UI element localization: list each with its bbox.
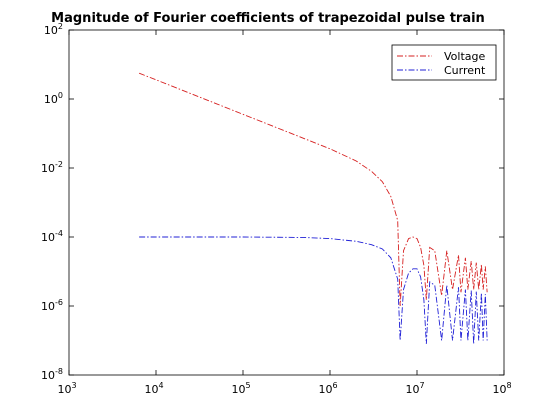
y-tick-label: 10-8 (41, 367, 63, 382)
series-line-current (139, 236, 488, 344)
x-tick-label: 107 (405, 381, 424, 396)
chart-title: Magnitude of Fourier coefficients of tra… (51, 11, 485, 26)
x-tick-label: 106 (318, 381, 337, 396)
x-tick-label: 104 (144, 381, 163, 396)
y-tick-label: 102 (44, 22, 63, 37)
y-tick-label: 100 (44, 91, 63, 106)
legend-box (391, 44, 497, 81)
x-tick-label: 105 (231, 381, 250, 396)
y-tick-label: 10-4 (41, 229, 63, 244)
legend-label-current: Current (444, 64, 486, 77)
x-tick-label: 108 (492, 381, 511, 396)
y-tick-label: 10-2 (41, 160, 63, 175)
legend-label-voltage: Voltage (444, 50, 485, 63)
y-tick-label: 10-6 (41, 298, 63, 313)
series-line-voltage (138, 72, 488, 307)
plot-area (68, 29, 505, 376)
series-layer (138, 72, 488, 344)
axis-layer: 103 104 105 106 107 108 10-8 10-6 10-4 10-2 100 102 (41, 22, 512, 396)
x-tick-label: 103 (57, 381, 76, 396)
